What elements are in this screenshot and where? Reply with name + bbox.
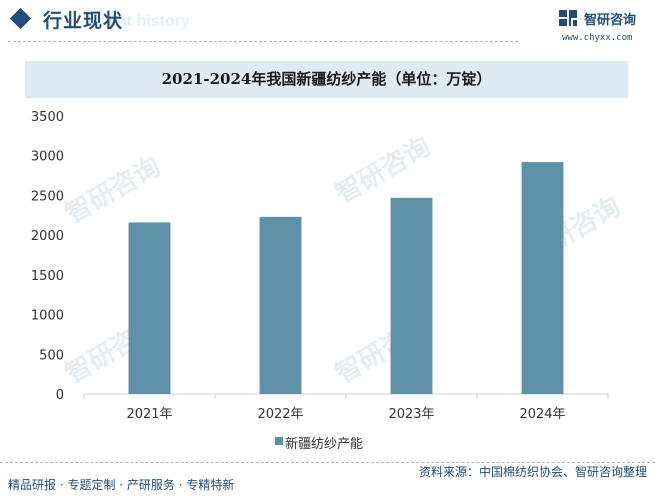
x-tick-label: 2024年 (519, 407, 565, 422)
legend-label: 新疆纺纱产能 (285, 437, 364, 452)
y-tick-label: 1500 (31, 269, 64, 284)
header-ghost-text: ent history (108, 13, 190, 30)
x-axis: 2021年 2022年 2023年 2024年 (83, 394, 609, 422)
bar (128, 222, 171, 394)
footer-tags: 精品研报 · 专题定制 · 产研服务 · 专精特新 (8, 478, 235, 492)
header-divider (8, 41, 518, 42)
bar (259, 216, 302, 394)
brand-logo-icon (559, 10, 577, 26)
footer-source: 资料来源：中国棉纺织协会、智研咨询整理 (418, 465, 647, 479)
section-title: 行业现状 (43, 10, 124, 32)
legend-swatch (275, 437, 283, 445)
brand-url: www.chyxx.com (562, 33, 633, 43)
bar-series (128, 162, 564, 394)
y-tick-label: 2500 (31, 189, 64, 204)
y-tick-label: 3000 (31, 150, 64, 165)
chart-title-band: 2021-2024年我国新疆纺纱产能（单位：万锭） (25, 61, 628, 98)
y-tick-label: 3500 (31, 110, 64, 125)
brand-name: 智研咨询 (584, 13, 637, 28)
bar (390, 197, 433, 394)
x-tick-label: 2022年 (257, 407, 303, 422)
y-axis: 0 500 1000 1500 2000 2500 3000 3500 (31, 110, 64, 403)
y-tick-label: 2000 (31, 229, 64, 244)
y-tick-label: 1000 (31, 309, 64, 324)
x-tick-label: 2021年 (126, 407, 172, 422)
chart-title: 2021-2024年我国新疆纺纱产能（单位：万锭） (161, 70, 492, 88)
y-tick-label: 0 (56, 388, 64, 403)
footer-divider (0, 462, 655, 463)
bar (521, 162, 564, 394)
x-tick-label: 2023年 (388, 407, 434, 422)
page-header: ent history 行业现状 智研咨询 www.chyxx.com (0, 0, 655, 50)
y-tick-label: 500 (39, 348, 64, 363)
